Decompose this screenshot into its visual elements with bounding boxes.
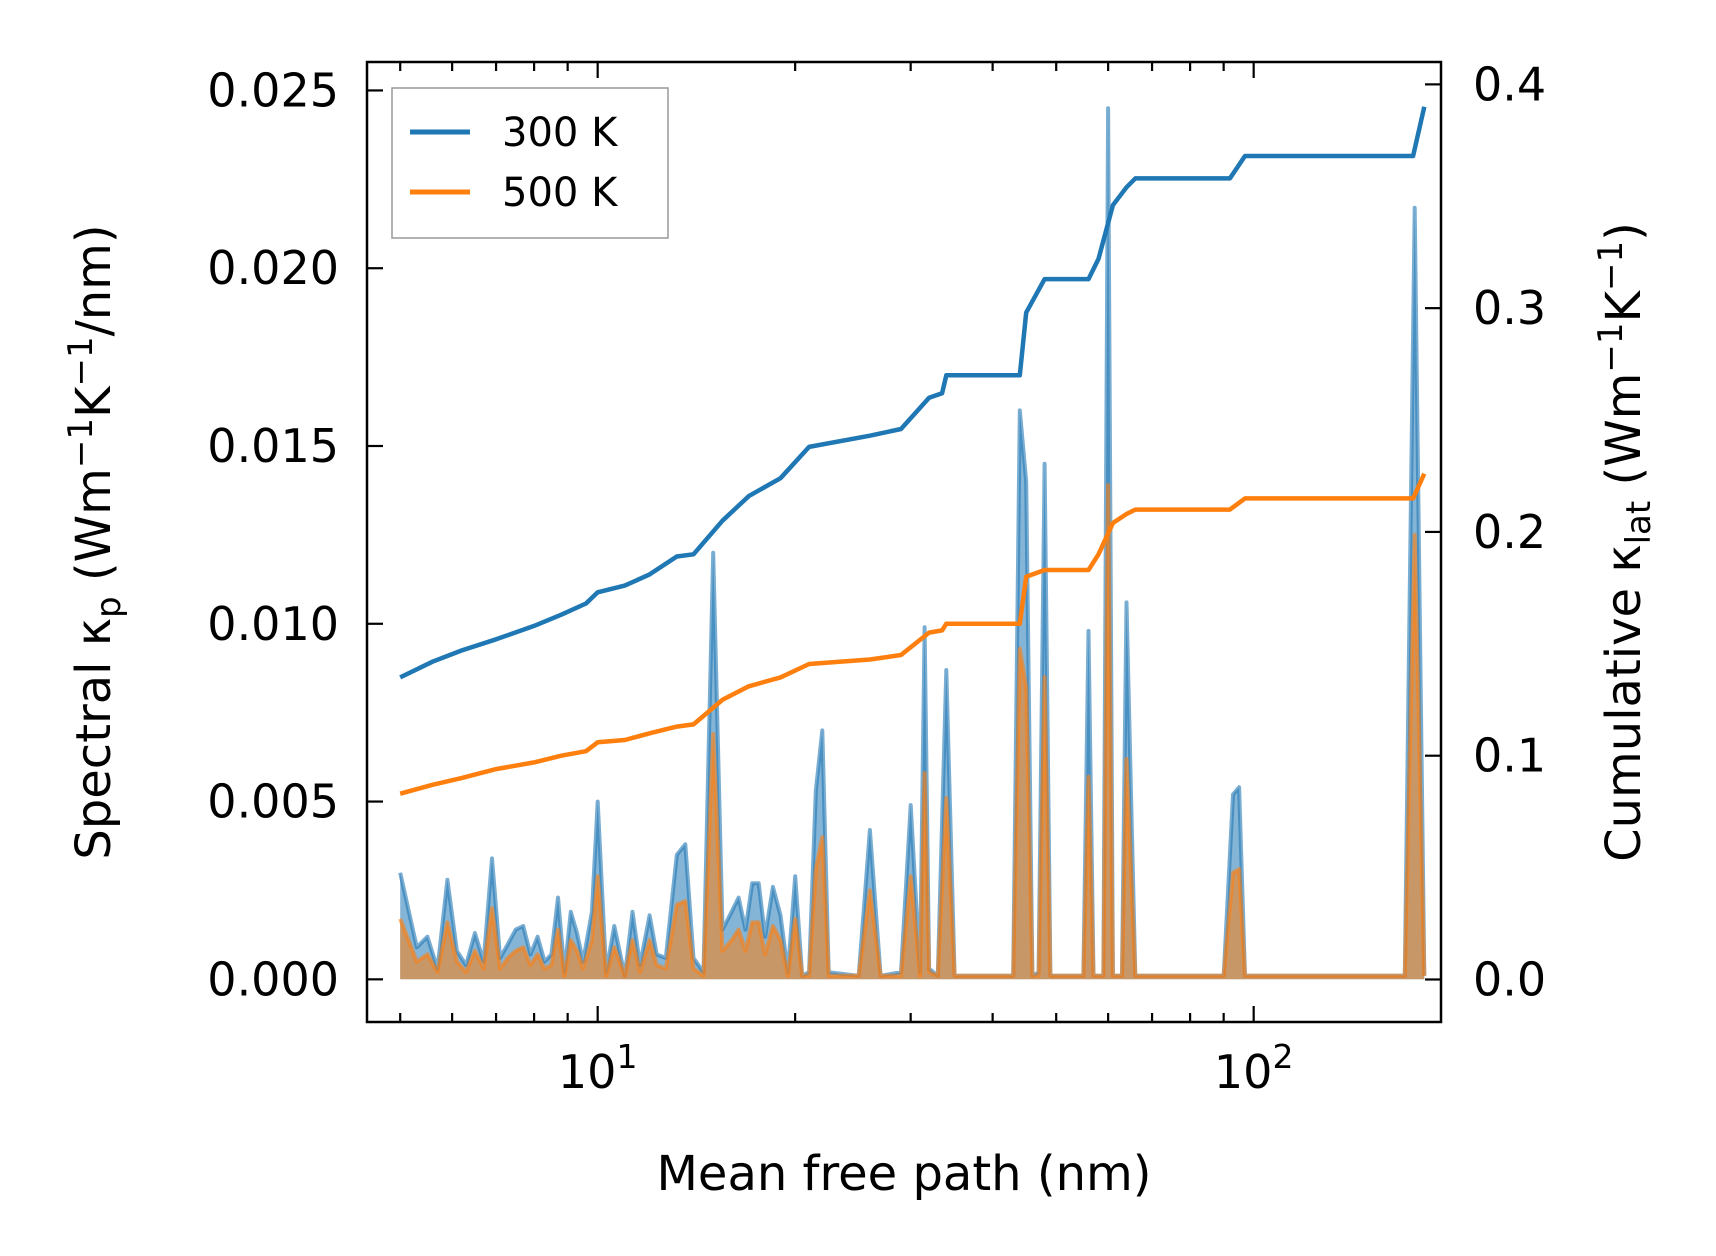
y-right-title-open: (Wm [1596,373,1652,501]
y-right-title-sub: lat [1619,501,1659,545]
y-left-tick-label: 0.005 [207,775,339,829]
y-left-tick-label: 0.015 [207,419,339,473]
y-right-title-sup1: −1 [1591,322,1631,372]
legend-label-500k: 500 K [502,170,619,216]
y-left-title-open: (Wm [66,468,122,596]
y-left-title-sup1: −1 [61,418,101,468]
axis-ticks: 101 1020.0000.0050.0100.0150.0200.0250.00… [207,57,1546,1099]
y-left-title-close: /nm) [66,224,122,336]
x-tick-label-base: 10 [1214,1045,1273,1099]
y-left-title-sup2: −1 [61,336,101,386]
plot-frame [365,60,1443,1024]
y-right-tick-label: 0.0 [1473,952,1546,1006]
y-right-title-close: ) [1596,222,1652,241]
x-tick-label: 101 [558,1037,638,1099]
y-left-tick-label: 0.000 [207,952,339,1006]
y-right-tick-label: 0.3 [1473,281,1546,335]
y-left-tick-label: 0.020 [207,241,339,295]
y-right-axis-title: Cumulative κlat (Wm−1K−1) [1591,222,1659,862]
plot-area [398,106,1427,980]
y-left-title-prefix: Spectral κ [66,618,122,860]
x-tick-label: 102 [1214,1037,1294,1099]
cumulative-line-500k [399,472,1427,796]
x-axis-title: Mean free path (nm) [657,1146,1152,1202]
legend-box [391,87,669,239]
y-right-title-mid: K [1596,289,1652,322]
y-right-title-sup2: −1 [1591,241,1631,291]
legend-label-300k: 300 K [502,110,619,156]
legend: 300 K 500 K [391,87,669,239]
x-tick-label-exp: 2 [1272,1037,1293,1076]
y-left-tick-label: 0.025 [207,63,339,117]
y-left-title-sub: p [89,596,129,618]
y-right-tick-label: 0.2 [1473,505,1546,559]
y-left-axis-title: Spectral κp (Wm−1K−1/nm) [61,224,129,859]
y-right-title-prefix: Cumulative κ [1596,544,1652,862]
y-right-tick-label: 0.1 [1473,729,1546,783]
x-tick-label-base: 10 [558,1045,617,1099]
y-left-title-mid: K [66,385,122,418]
spectral-line-500k [398,483,1427,978]
y-left-tick-label: 0.010 [207,597,339,651]
y-right-tick-label: 0.4 [1473,57,1546,111]
x-tick-label-exp: 1 [616,1037,637,1076]
